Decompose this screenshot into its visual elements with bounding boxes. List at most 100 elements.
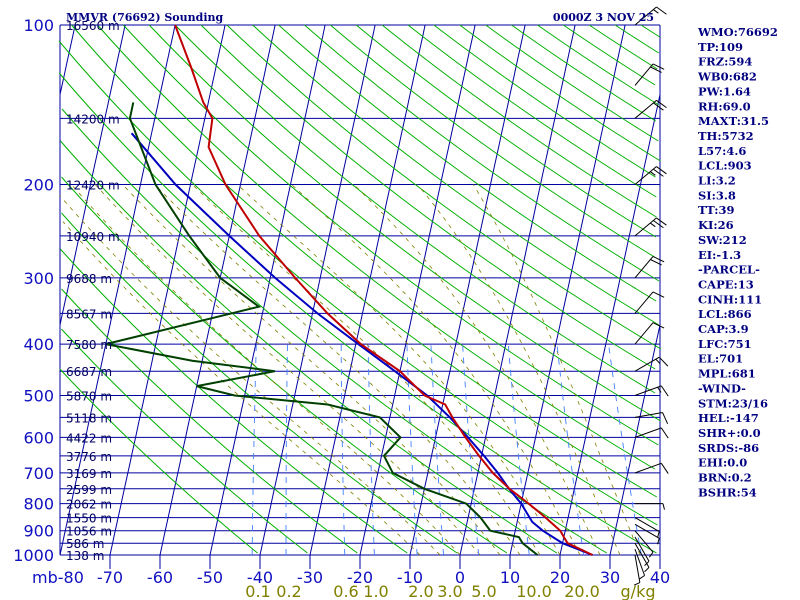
temp-label: -40	[247, 568, 273, 587]
wind-barb-staff	[634, 356, 660, 372]
moist-adiabat-line	[417, 184, 621, 556]
moist-adiabat-line	[62, 221, 421, 556]
dry-adiabat-line	[355, 24, 657, 238]
wind-barb-half	[639, 575, 645, 580]
mixing-ratio-lines	[251, 344, 642, 556]
temp-label: -50	[197, 568, 223, 587]
wind-barb-half	[650, 222, 656, 228]
index-entry: LCL:903	[698, 159, 752, 173]
pressure-label: 700	[23, 464, 54, 483]
wind-barb-full	[656, 217, 667, 226]
wind-barb-full	[652, 255, 665, 263]
temp-label: -60	[147, 568, 173, 587]
dewpoint-profile	[105, 102, 539, 556]
isotherm-line	[509, 24, 626, 556]
height-label: 4422 m	[66, 431, 112, 445]
temp-label: -70	[97, 568, 123, 587]
wind-barb-half	[662, 503, 665, 510]
index-entry: LI:3.2	[698, 174, 736, 188]
index-entry: CAP:3.9	[698, 322, 749, 336]
pressure-label: 300	[23, 269, 54, 288]
sounding-time: 0000Z 3 NOV 25	[553, 11, 654, 24]
dry-adiabat-line	[252, 24, 660, 326]
wind-barb-full	[652, 291, 665, 298]
index-entry: SI:3.8	[698, 188, 736, 202]
moist-adiabat-line	[472, 184, 641, 556]
wind-barb-full	[653, 168, 664, 177]
index-entry: KI:26	[698, 218, 734, 232]
isotherm-line	[159, 24, 276, 556]
height-label: 9688 m	[66, 272, 112, 286]
isotherm-line	[59, 24, 126, 326]
wind-barb-full	[660, 463, 669, 474]
dry-adiabat-line	[200, 24, 656, 370]
height-label: 7580 m	[66, 338, 112, 352]
mixing-ratio-label: 20.0	[564, 582, 600, 600]
mixing-ratio-label: 0.1	[245, 582, 270, 600]
wind-barb-half	[650, 171, 656, 176]
height-label: 10940 m	[66, 230, 120, 244]
mixing-ratio-label: 3.0	[437, 582, 462, 600]
wind-barb-full	[656, 6, 667, 15]
mixing-ratio-label: 1.0	[363, 582, 388, 600]
dry-adiabat-line	[61, 288, 358, 554]
index-entry: BSHR:54	[698, 485, 757, 499]
dry-adiabat-line	[381, 24, 657, 218]
dry-adiabat-line	[174, 24, 656, 394]
isotherm-line	[459, 24, 576, 556]
wind-barb-staff	[634, 427, 662, 438]
dry-adiabat-line	[58, 72, 657, 554]
isotherm-line	[109, 24, 226, 556]
height-label: 1056 m	[66, 525, 112, 539]
wind-barb-half	[657, 386, 662, 393]
pressure-label: 1000	[13, 546, 54, 565]
height-label: 5118 m	[66, 411, 112, 425]
wind-barb-full	[658, 356, 669, 367]
mixing-ratio-label: 5.0	[471, 582, 496, 600]
index-entry: EI:-1.3	[698, 248, 741, 262]
stability-indices-panel: WMO:76692TP:109FRZ:594WB0:682PW:1.64RH:6…	[697, 25, 778, 499]
moist-adiabat-line	[192, 184, 541, 556]
pressure-label: 100	[23, 16, 54, 35]
index-entry: RH:69.0	[698, 99, 751, 113]
index-entry: STM:23/16	[698, 396, 768, 410]
height-label: 1550 m	[66, 512, 112, 526]
mixing-ratio-line	[367, 344, 375, 556]
height-label: 6687 m	[66, 365, 112, 379]
dry-adiabat-line	[537, 24, 660, 106]
index-entry: TP:109	[698, 40, 743, 54]
isotherm-line	[609, 324, 661, 556]
wind-barb-full	[656, 166, 667, 175]
dry-adiabat-line	[563, 24, 656, 86]
temp-label: 30	[600, 568, 620, 587]
wind-barb-half	[655, 358, 661, 364]
wind-barb-half	[653, 9, 659, 14]
temp-label: 10	[500, 568, 520, 587]
index-entry: TH:5732	[698, 129, 754, 143]
mixing-ratio-line	[608, 344, 642, 556]
index-entry: SW:212	[698, 233, 747, 247]
wind-barb-full	[660, 385, 669, 397]
height-label: 138 m	[66, 549, 104, 563]
moist-adiabat-line	[237, 184, 561, 556]
isotherm-line	[359, 24, 476, 556]
wind-barb-staff	[634, 530, 654, 553]
pressure-label: 500	[23, 386, 54, 405]
dry-adiabat-line	[148, 24, 661, 422]
index-entry: SRDS:-86	[698, 441, 759, 455]
moist-adiabat-line	[59, 195, 441, 556]
pressure-label: 400	[23, 335, 54, 354]
height-label: 2062 m	[66, 498, 112, 512]
height-label: 3169 m	[66, 467, 112, 481]
background-grid	[59, 24, 661, 569]
index-entry: FRZ:594	[698, 55, 752, 69]
dry-adiabat-line	[61, 176, 508, 554]
wind-barb-staff	[634, 322, 654, 345]
wind-barb-staff	[634, 166, 657, 185]
wind-barb-full	[652, 63, 665, 70]
isotherm-line	[559, 94, 661, 556]
mixing-ratio-line	[251, 344, 257, 556]
mixing-ratio-label: 0.2	[276, 582, 301, 600]
wind-barb-full	[652, 322, 665, 329]
